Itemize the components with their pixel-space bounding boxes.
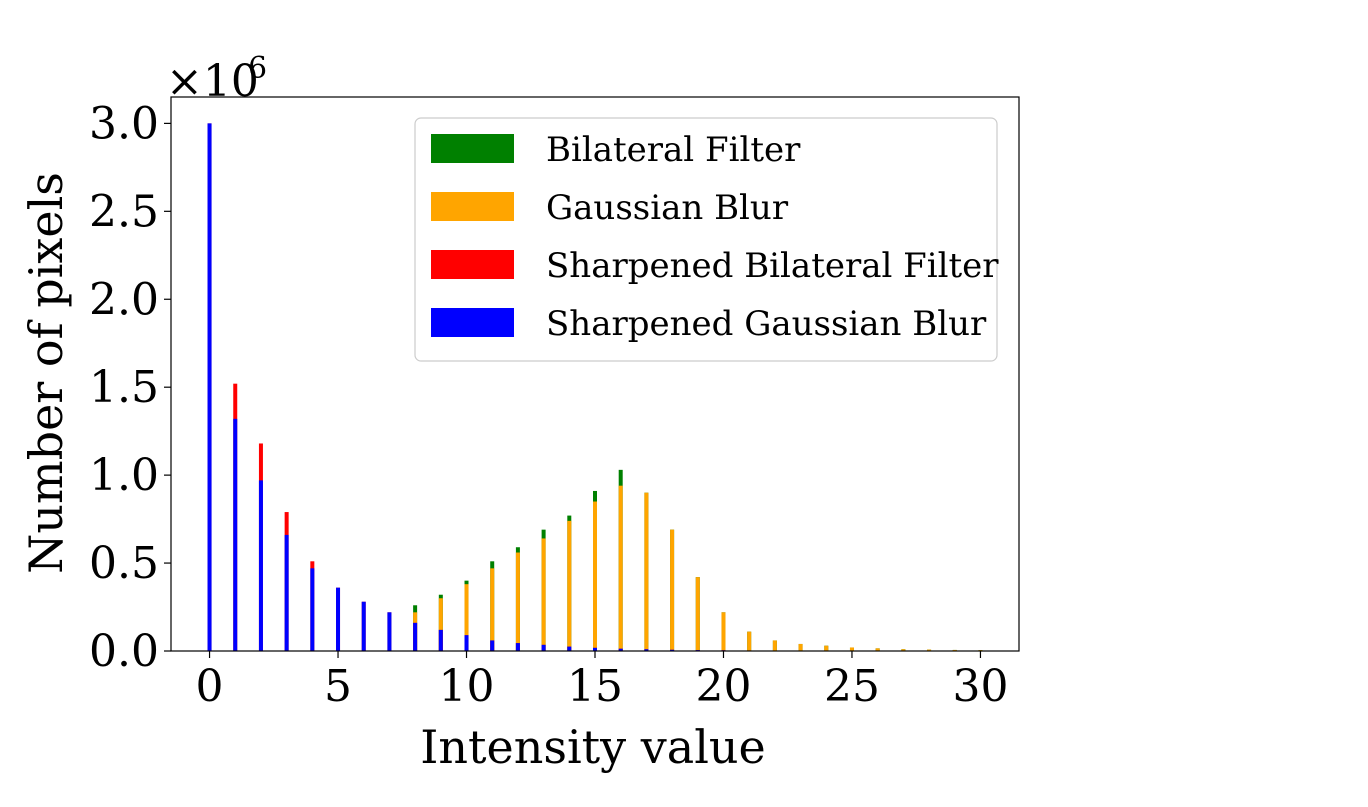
bar-gaussian-blur-9 xyxy=(438,598,443,651)
x-tick-label: 0 xyxy=(196,661,224,712)
x-tick-label: 20 xyxy=(695,661,751,712)
y-tick-label: 1.0 xyxy=(89,450,159,501)
bar-gaussian-blur-27 xyxy=(901,649,906,651)
bar-sharpened-gaussian-blur-10 xyxy=(464,635,469,651)
y-tick-label: 2.5 xyxy=(89,186,159,237)
bar-gaussian-blur-22 xyxy=(772,640,777,651)
legend-label: Bilateral Filter xyxy=(546,130,801,170)
bar-gaussian-blur-20 xyxy=(721,612,726,651)
bar-gaussian-blur-16 xyxy=(618,485,623,651)
y-multiplier-base: ×10 xyxy=(166,56,259,107)
bar-gaussian-blur-26 xyxy=(875,648,880,651)
x-tick-label: 15 xyxy=(567,661,623,712)
bar-gaussian-blur-24 xyxy=(824,645,829,651)
legend-label: Gaussian Blur xyxy=(546,188,789,228)
x-tick-label: 10 xyxy=(439,661,495,712)
bar-gaussian-blur-25 xyxy=(849,647,854,651)
bar-sharpened-gaussian-blur-1 xyxy=(233,418,238,651)
bar-sharpened-gaussian-blur-3 xyxy=(284,534,289,651)
x-tick-label: 5 xyxy=(324,661,352,712)
bar-sharpened-gaussian-blur-11 xyxy=(490,640,495,651)
bar-sharpened-gaussian-blur-14 xyxy=(567,646,572,651)
y-tick-label: 2.0 xyxy=(89,274,159,325)
legend-swatch xyxy=(431,308,514,337)
bar-gaussian-blur-10 xyxy=(464,584,469,651)
bar-gaussian-blur-23 xyxy=(798,643,803,651)
bar-gaussian-blur-17 xyxy=(644,492,649,651)
x-axis-label: Intensity value xyxy=(420,720,766,774)
bar-sharpened-gaussian-blur-13 xyxy=(541,644,546,651)
y-tick-label: 0.5 xyxy=(89,538,159,589)
y-tick-label: 1.5 xyxy=(89,362,159,413)
y-axis-multiplier: ×10 6 xyxy=(166,51,267,107)
bar-gaussian-blur-28 xyxy=(927,649,932,651)
bar-gaussian-blur-14 xyxy=(567,520,572,651)
legend: Bilateral Filter Gaussian Blur Sharpened B… xyxy=(414,117,999,362)
bar-sharpened-gaussian-blur-17 xyxy=(644,649,649,651)
y-axis: 0.0 0.5 1.0 1.5 2.0 2.5 3.0 xyxy=(89,98,171,677)
bar-gaussian-blur-12 xyxy=(515,552,520,651)
legend-swatch xyxy=(431,192,514,221)
bar-sharpened-gaussian-blur-6 xyxy=(361,601,366,651)
legend-label: Sharpened Bilateral Filter xyxy=(546,246,999,286)
bar-sharpened-gaussian-blur-18 xyxy=(670,649,675,651)
x-tick-label: 25 xyxy=(824,661,880,712)
x-tick-label: 30 xyxy=(952,661,1008,712)
y-tick-label: 0.0 xyxy=(89,626,159,677)
bar-sharpened-gaussian-blur-12 xyxy=(515,643,520,651)
x-axis: 0 5 10 15 20 25 30 xyxy=(196,651,1008,712)
bar-gaussian-blur-19 xyxy=(695,577,700,651)
bar-sharpened-gaussian-blur-7 xyxy=(387,612,392,651)
bar-sharpened-gaussian-blur-8 xyxy=(413,622,418,651)
bar-sharpened-gaussian-blur-15 xyxy=(593,647,597,651)
bar-sharpened-gaussian-blur-0 xyxy=(207,123,212,651)
bar-gaussian-blur-11 xyxy=(490,568,495,651)
bar-sharpened-gaussian-blur-9 xyxy=(438,629,443,651)
bars-layer xyxy=(207,123,983,651)
bar-gaussian-blur-21 xyxy=(747,631,752,651)
y-multiplier-exponent: 6 xyxy=(248,51,267,86)
legend-frame xyxy=(414,117,998,362)
legend-label: Sharpened Gaussian Blur xyxy=(546,304,987,344)
legend-swatch xyxy=(431,134,514,163)
bar-gaussian-blur-15 xyxy=(593,501,597,651)
bar-sharpened-gaussian-blur-5 xyxy=(336,587,341,651)
bar-sharpened-gaussian-blur-16 xyxy=(618,648,623,651)
bar-gaussian-blur-13 xyxy=(541,538,546,651)
legend-swatch xyxy=(431,250,514,279)
y-axis-label: Number of pixels xyxy=(19,172,73,574)
bar-gaussian-blur-18 xyxy=(670,529,675,651)
bar-sharpened-gaussian-blur-2 xyxy=(258,480,263,651)
bar-sharpened-gaussian-blur-4 xyxy=(310,568,315,651)
y-tick-label: 3.0 xyxy=(89,98,159,149)
